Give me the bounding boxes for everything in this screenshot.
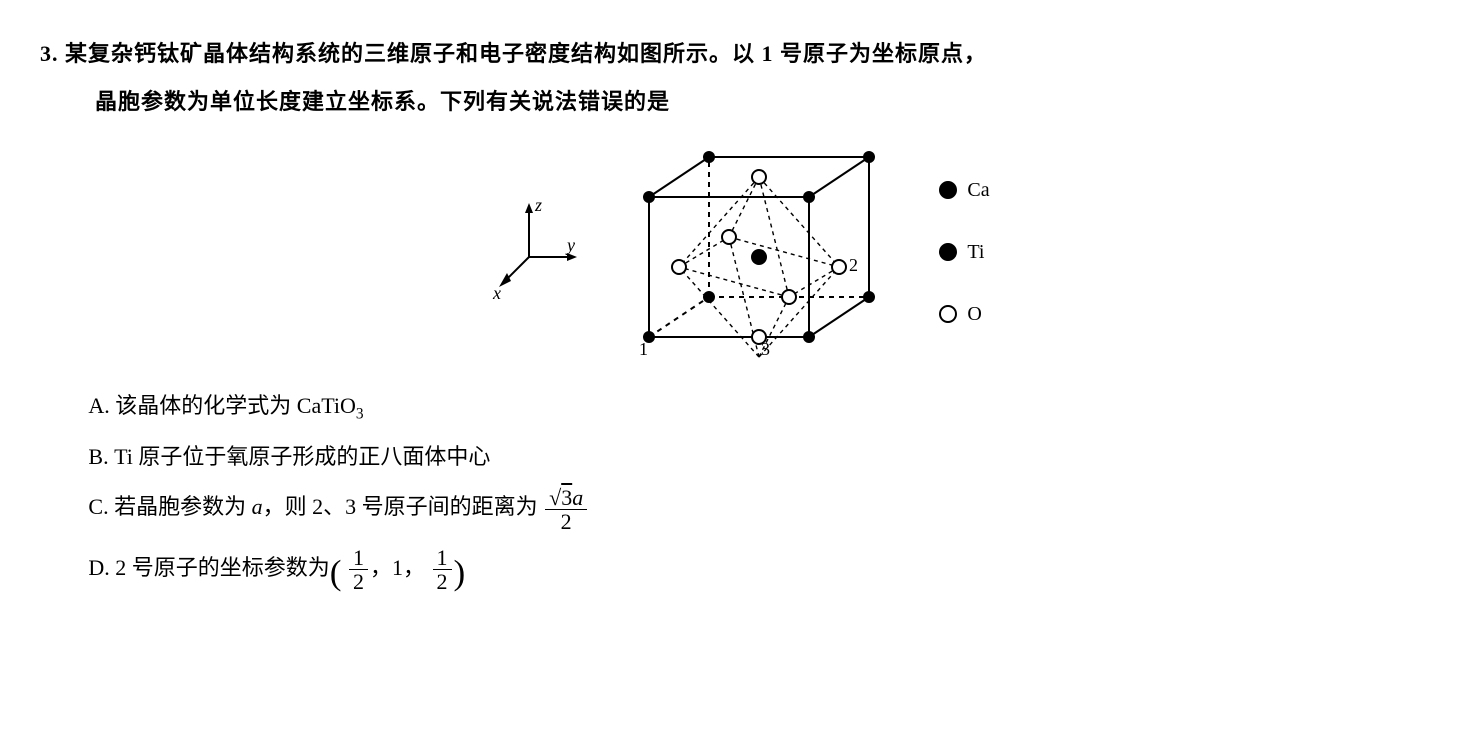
option-a-sub: 3 [356, 405, 364, 422]
option-a-formula: CaTiO [297, 393, 356, 418]
option-d-comma2: ， [403, 555, 425, 580]
option-c-fraction: √3a 2 [545, 486, 587, 533]
stem-line-2: 晶胞参数为单位长度建立坐标系。下列有关说法错误的是 [95, 89, 670, 114]
option-d-f2-den: 2 [433, 570, 452, 593]
paren-open: ( [330, 553, 342, 592]
legend-marker-o [939, 305, 957, 323]
options: A. 该晶体的化学式为 CaTiO3 B. Ti 原子位于氧原子形成的正八面体中… [40, 381, 1439, 614]
option-d-frac1: 1 2 [349, 546, 368, 593]
option-d-prefix: D. [88, 555, 115, 580]
option-c-a: a [252, 494, 263, 519]
option-a-text: 该晶体的化学式为 [115, 393, 297, 418]
option-d-before: 2 号原子的坐标参数为 [115, 555, 330, 580]
paren-close: ) [454, 553, 466, 592]
stem-line-1: 某复杂钙钛矿晶体结构系统的三维原子和电子密度结构如图所示。以 1 号原子为坐标原… [65, 41, 987, 66]
axis-x-label: x [492, 283, 501, 303]
option-a-prefix: A. [88, 393, 115, 418]
axes-icon: z y x [489, 197, 579, 307]
atom-label-1: 1 [639, 339, 648, 359]
axis-y-label: y [565, 235, 575, 255]
figure-row: z y x [40, 137, 1439, 367]
legend-item-o: O [939, 292, 989, 336]
option-d-comma1: ， [370, 555, 392, 580]
legend: Ca Ti O [939, 168, 989, 336]
option-d: D. 2 号原子的坐标参数为( 1 2 ，1， 1 2 ) [88, 533, 1439, 614]
legend-label-ca: Ca [967, 168, 989, 212]
option-d-f2-num: 1 [433, 546, 452, 570]
legend-label-o: O [967, 292, 981, 336]
question-number: 3. [40, 41, 59, 66]
legend-item-ti: Ti [939, 230, 989, 274]
option-c-den: 2 [545, 510, 587, 533]
axis-z-label: z [534, 197, 542, 215]
atom-label-3: 3 [761, 339, 770, 359]
option-d-f1-den: 2 [349, 570, 368, 593]
option-c-num-a: a [572, 485, 583, 510]
option-c-mid: ，则 2、3 号原子间的距离为 [263, 494, 538, 519]
option-a: A. 该晶体的化学式为 CaTiO3 [88, 381, 1439, 432]
option-c-sqrt: 3 [561, 485, 572, 510]
legend-label-ti: Ti [967, 230, 984, 274]
atom-label-2: 2 [849, 255, 858, 275]
question-stem: 3. 某复杂钙钛矿晶体结构系统的三维原子和电子密度结构如图所示。以 1 号原子为… [40, 30, 1439, 78]
option-b: B. Ti 原子位于氧原子形成的正八面体中心 [88, 432, 1439, 483]
legend-marker-ti [939, 243, 957, 261]
option-b-prefix: B. [88, 444, 114, 469]
option-b-text: Ti 原子位于氧原子形成的正八面体中心 [114, 444, 490, 469]
legend-marker-ca [939, 181, 957, 199]
option-d-mid: 1 [392, 555, 403, 580]
option-d-f1-num: 1 [349, 546, 368, 570]
option-c-prefix: C. [88, 494, 114, 519]
question-stem-line2: 晶胞参数为单位长度建立坐标系。下列有关说法错误的是 [40, 78, 1439, 126]
legend-item-ca: Ca [939, 168, 989, 212]
unit-cell-diagram: 1 2 3 [609, 137, 909, 367]
option-c: C. 若晶胞参数为 a，则 2、3 号原子间的距离为 √3a 2 [88, 482, 1439, 533]
option-c-before: 若晶胞参数为 [114, 494, 252, 519]
option-d-frac2: 1 2 [433, 546, 452, 593]
